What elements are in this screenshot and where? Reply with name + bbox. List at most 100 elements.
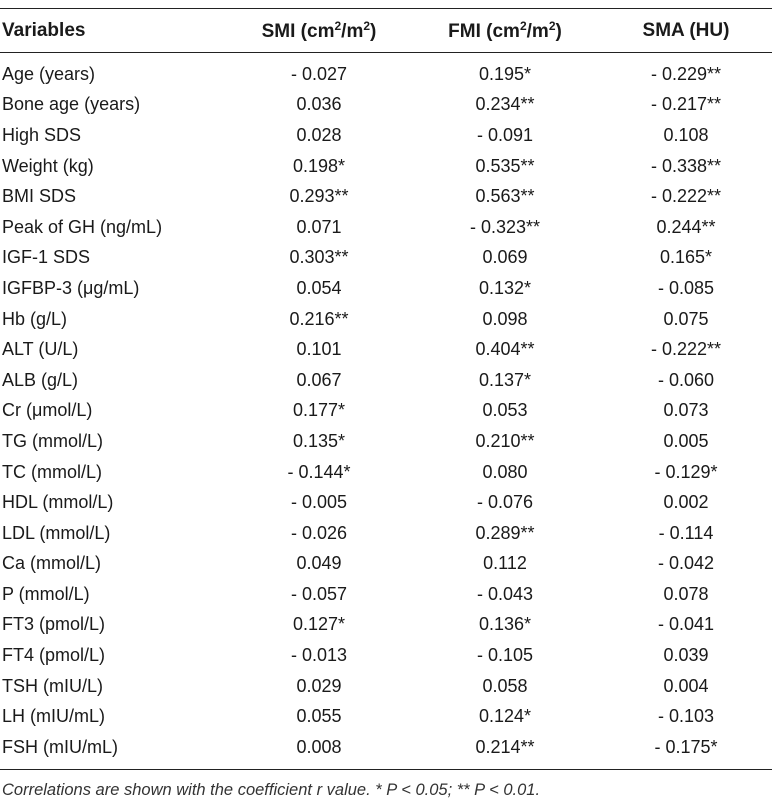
row-label: Ca (mmol/L): [2, 553, 102, 574]
table-row: Ca (mmol/L) 0.049 0.112 - 0.042: [0, 549, 772, 580]
row-label: HDL (mmol/L): [2, 492, 114, 513]
table-row: LH (mIU/mL) 0.055 0.124* - 0.103: [0, 701, 772, 732]
table-row: TG (mmol/L) 0.135* 0.210** 0.005: [0, 426, 772, 457]
row-label: ALT (U/L): [2, 339, 79, 360]
fmi-cell: 0.112: [483, 553, 527, 574]
row-label: P (mmol/L): [2, 583, 90, 604]
correlation-table: Variables SMI (cm2/m2) FMI (cm2/m2) SMA …: [0, 9, 772, 763]
smi-cell: - 0.057: [290, 583, 348, 604]
sma-cell: - 0.217**: [650, 94, 722, 115]
sma-cell: - 0.229**: [650, 63, 722, 84]
smi-cell: 0.029: [296, 675, 342, 696]
row-label: FT3 (pmol/L): [2, 614, 106, 635]
fmi-cell: 0.137*: [478, 369, 532, 390]
smi-cell: 0.177*: [292, 400, 346, 421]
smi-cell: 0.008: [296, 736, 342, 757]
fmi-cell: 0.136*: [478, 614, 532, 635]
sma-cell: 0.002: [663, 492, 709, 513]
sma-cell: - 0.114: [658, 522, 714, 543]
smi-cell: 0.067: [296, 369, 342, 390]
row-label: TC (mmol/L): [2, 461, 102, 482]
row-label: Hb (g/L): [2, 308, 68, 329]
table-row: Age (years) - 0.027 0.195* - 0.229**: [0, 53, 772, 90]
table-row: High SDS 0.028 - 0.091 0.108: [0, 120, 772, 151]
smi-cell: 0.293**: [289, 186, 349, 207]
fmi-cell: 0.535**: [475, 155, 535, 176]
sma-cell: - 0.222**: [650, 339, 722, 360]
smi-cell: 0.071: [296, 216, 342, 237]
table-row: FT4 (pmol/L) - 0.013 - 0.105 0.039: [0, 640, 772, 671]
fmi-cell: - 0.323**: [469, 216, 541, 237]
smi-cell: 0.028: [296, 124, 342, 145]
top-rule: [0, 8, 772, 9]
sma-cell: 0.005: [663, 430, 709, 451]
table-row: FSH (mIU/mL) 0.008 0.214** - 0.175*: [0, 732, 772, 763]
smi-cell: - 0.026: [290, 522, 348, 543]
fmi-cell: 0.132*: [478, 277, 532, 298]
table-row: TSH (mIU/L) 0.029 0.058 0.004: [0, 671, 772, 702]
fmi-cell: - 0.076: [476, 492, 534, 513]
sma-cell: - 0.338**: [650, 155, 722, 176]
sma-cell: - 0.175*: [654, 736, 718, 757]
fmi-cell: 0.195*: [478, 63, 532, 84]
sma-cell: 0.108: [663, 124, 709, 145]
smi-cell: 0.135*: [292, 430, 346, 451]
row-label: FSH (mIU/mL): [2, 736, 118, 757]
row-label: Peak of GH (ng/mL): [2, 216, 163, 237]
fmi-cell: 0.069: [482, 247, 528, 268]
smi-cell: 0.036: [296, 94, 342, 115]
table-row: Cr (μmol/L) 0.177* 0.053 0.073: [0, 396, 772, 427]
row-label: Weight (kg): [2, 155, 94, 176]
row-label: Cr (μmol/L): [2, 400, 93, 421]
fmi-cell: - 0.043: [476, 583, 534, 604]
sma-cell: - 0.041: [657, 614, 715, 635]
fmi-cell: 0.234**: [475, 94, 535, 115]
table-row: P (mmol/L) - 0.057 - 0.043 0.078: [0, 579, 772, 610]
table-row: BMI SDS 0.293** 0.563** - 0.222**: [0, 181, 772, 212]
row-label: Age (years): [2, 63, 96, 84]
sma-cell: - 0.042: [657, 553, 715, 574]
fmi-cell: 0.404**: [475, 339, 535, 360]
row-label: ALB (g/L): [2, 369, 79, 390]
fmi-cell: 0.124*: [478, 706, 532, 727]
fmi-cell: - 0.105: [476, 645, 534, 666]
header-fmi: FMI (cm2/m2): [410, 9, 600, 53]
smi-cell: 0.101: [296, 339, 342, 360]
row-label: IGFBP-3 (μg/mL): [2, 277, 140, 298]
table-row: IGF-1 SDS 0.303** 0.069 0.165*: [0, 243, 772, 274]
row-label: LH (mIU/mL): [2, 706, 105, 727]
smi-cell: 0.054: [296, 277, 342, 298]
sma-cell: 0.078: [663, 583, 709, 604]
smi-cell: - 0.013: [290, 645, 348, 666]
header-smi: SMI (cm2/m2): [228, 9, 410, 53]
table-row: FT3 (pmol/L) 0.127* 0.136* - 0.041: [0, 610, 772, 641]
table-row: IGFBP-3 (μg/mL) 0.054 0.132* - 0.085: [0, 273, 772, 304]
table-row: ALT (U/L) 0.101 0.404** - 0.222**: [0, 334, 772, 365]
row-label: BMI SDS: [2, 186, 77, 207]
row-label: Bone age (years): [2, 94, 141, 115]
fmi-cell: 0.214**: [475, 736, 535, 757]
row-label: IGF-1 SDS: [2, 247, 91, 268]
sma-cell: 0.075: [663, 308, 709, 329]
fmi-cell: 0.098: [482, 308, 528, 329]
smi-cell: 0.216**: [289, 308, 349, 329]
header-variables: Variables: [0, 9, 228, 53]
table-row: Weight (kg) 0.198* 0.535** - 0.338**: [0, 151, 772, 182]
smi-cell: - 0.144*: [287, 461, 351, 482]
sma-cell: - 0.222**: [650, 186, 722, 207]
sma-cell: 0.039: [663, 645, 709, 666]
table-row: ALB (g/L) 0.067 0.137* - 0.060: [0, 365, 772, 396]
table-row: TC (mmol/L) - 0.144* 0.080 - 0.129*: [0, 457, 772, 488]
sma-cell: 0.004: [663, 675, 709, 696]
row-label: TSH (mIU/L): [2, 675, 103, 696]
sma-cell: - 0.103: [657, 706, 715, 727]
smi-cell: 0.127*: [292, 614, 346, 635]
table-body: Age (years) - 0.027 0.195* - 0.229** Bone ag…: [0, 53, 772, 763]
sma-cell: - 0.085: [657, 277, 715, 298]
row-label: LDL (mmol/L): [2, 522, 111, 543]
table-row: Peak of GH (ng/mL) 0.071 - 0.323** 0.244**: [0, 212, 772, 243]
table-row: HDL (mmol/L) - 0.005 - 0.076 0.002: [0, 487, 772, 518]
smi-cell: 0.055: [296, 706, 342, 727]
table-row: Hb (g/L) 0.216** 0.098 0.075: [0, 304, 772, 335]
